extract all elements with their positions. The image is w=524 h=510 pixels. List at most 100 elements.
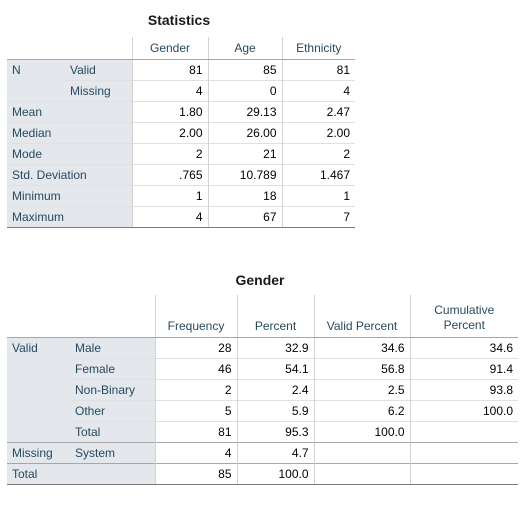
table-row: Std. Deviation .765 10.789 1.467 [7, 163, 355, 185]
table-row: Median 2.00 26.00 2.00 [7, 121, 355, 143]
column-header: Ethnicity [281, 37, 355, 60]
table-cell: 26.00 [207, 121, 282, 143]
table-row: Mode 2 21 2 [7, 142, 355, 164]
table-cell [409, 420, 518, 442]
table-cell: 85 [154, 462, 237, 485]
table-cell: 2.4 [236, 378, 314, 400]
column-header: Frequency [154, 295, 237, 338]
table-cell: 4.7 [236, 441, 314, 463]
table-cell [313, 441, 410, 463]
row-subheader: Missing [65, 79, 132, 101]
table-cell: 32.9 [236, 336, 314, 358]
table-cell [409, 441, 518, 463]
row-group-header: Valid [7, 336, 70, 442]
column-header: Age [207, 37, 282, 60]
table-cell [313, 462, 410, 485]
row-subheader: Valid [65, 58, 132, 80]
row-label: Female [70, 357, 155, 379]
table-cell: 100.0 [236, 462, 314, 485]
statistics-table: Gender Age Ethnicity N Valid 81 85 81 Mi… [7, 37, 355, 228]
corner-cell [7, 295, 155, 337]
table-cell: 4 [131, 79, 208, 101]
row-header: Maximum [7, 205, 132, 228]
table-cell: 6.2 [313, 399, 410, 421]
table-row: Female 46 54.1 56.8 91.4 [7, 357, 518, 379]
table-cell: 100.0 [409, 399, 518, 421]
column-header: Gender [131, 37, 208, 60]
table-cell: 95.3 [236, 420, 314, 442]
table-row: Other 5 5.9 6.2 100.0 [7, 399, 518, 421]
table-cell: 2.47 [281, 100, 355, 122]
table-cell: 2.00 [281, 121, 355, 143]
table-cell: 85 [207, 58, 282, 80]
table-cell: 0 [207, 79, 282, 101]
table-cell: 2 [131, 142, 208, 164]
column-header: Cumulative Percent [409, 295, 518, 338]
table-cell: 46 [154, 357, 237, 379]
table-cell: 56.8 [313, 357, 410, 379]
table-row: Total 85 100.0 [7, 462, 518, 485]
table-cell: 21 [207, 142, 282, 164]
row-label: Other [70, 399, 155, 421]
table-cell: 81 [131, 58, 208, 80]
table-row: Non-Binary 2 2.4 2.5 93.8 [7, 378, 518, 400]
row-header: Minimum [7, 184, 132, 206]
row-group-header: Total [7, 462, 155, 485]
table-row: Valid Male 28 32.9 34.6 34.6 [7, 336, 518, 442]
row-header: N [7, 58, 65, 101]
table-row: Total 81 95.3 100.0 [7, 420, 518, 442]
table-cell: 5 [154, 399, 237, 421]
row-group-header: Missing [7, 441, 70, 463]
table-cell: 2.5 [313, 378, 410, 400]
table-cell: 29.13 [207, 100, 282, 122]
table-cell: 18 [207, 184, 282, 206]
table-cell: 4 [281, 79, 355, 101]
table-cell: 81 [154, 420, 237, 442]
table-cell: 34.6 [409, 336, 518, 358]
row-label: Non-Binary [70, 378, 155, 400]
table-cell: 28 [154, 336, 237, 358]
table-row: Missing 4 0 4 [7, 79, 355, 101]
row-header: Median [7, 121, 132, 143]
table-cell: 7 [281, 205, 355, 228]
table-cell: 2.00 [131, 121, 208, 143]
row-label: Male [70, 336, 155, 358]
column-header: Percent [236, 295, 314, 338]
table-cell: 1.80 [131, 100, 208, 122]
row-header: Std. Deviation [7, 163, 132, 185]
statistics-header-row: Gender Age Ethnicity [7, 37, 355, 60]
table-cell: 100.0 [313, 420, 410, 442]
table-cell: 10.789 [207, 163, 282, 185]
column-header: Valid Percent [313, 295, 410, 338]
row-header: Mode [7, 142, 132, 164]
table-cell: 4 [154, 441, 237, 463]
table-cell: 4 [131, 205, 208, 228]
statistics-title: Statistics [147, 12, 211, 28]
row-label: System [70, 441, 155, 463]
table-cell: 93.8 [409, 378, 518, 400]
table-cell: 54.1 [236, 357, 314, 379]
row-label: Total [70, 420, 155, 442]
table-row: Minimum 1 18 1 [7, 184, 355, 206]
table-cell [409, 462, 518, 485]
table-cell: 67 [207, 205, 282, 228]
table-cell: .765 [131, 163, 208, 185]
table-cell: 5.9 [236, 399, 314, 421]
gender-title: Gender [235, 272, 285, 288]
corner-cell [7, 37, 132, 59]
gender-frequency-table: Frequency Percent Valid Percent Cumulati… [7, 295, 518, 485]
table-cell: 91.4 [409, 357, 518, 379]
table-cell: 2 [154, 378, 237, 400]
table-cell: 1 [131, 184, 208, 206]
table-row: N Valid 81 85 81 [7, 58, 355, 101]
table-cell: 34.6 [313, 336, 410, 358]
table-row: Missing System 4 4.7 [7, 441, 518, 463]
table-row: Maximum 4 67 7 [7, 205, 355, 228]
gender-header-row: Frequency Percent Valid Percent Cumulati… [7, 295, 518, 338]
table-cell: 1.467 [281, 163, 355, 185]
table-cell: 2 [281, 142, 355, 164]
table-cell: 81 [281, 58, 355, 80]
table-row: Mean 1.80 29.13 2.47 [7, 100, 355, 122]
row-header: Mean [7, 100, 132, 122]
table-cell: 1 [281, 184, 355, 206]
